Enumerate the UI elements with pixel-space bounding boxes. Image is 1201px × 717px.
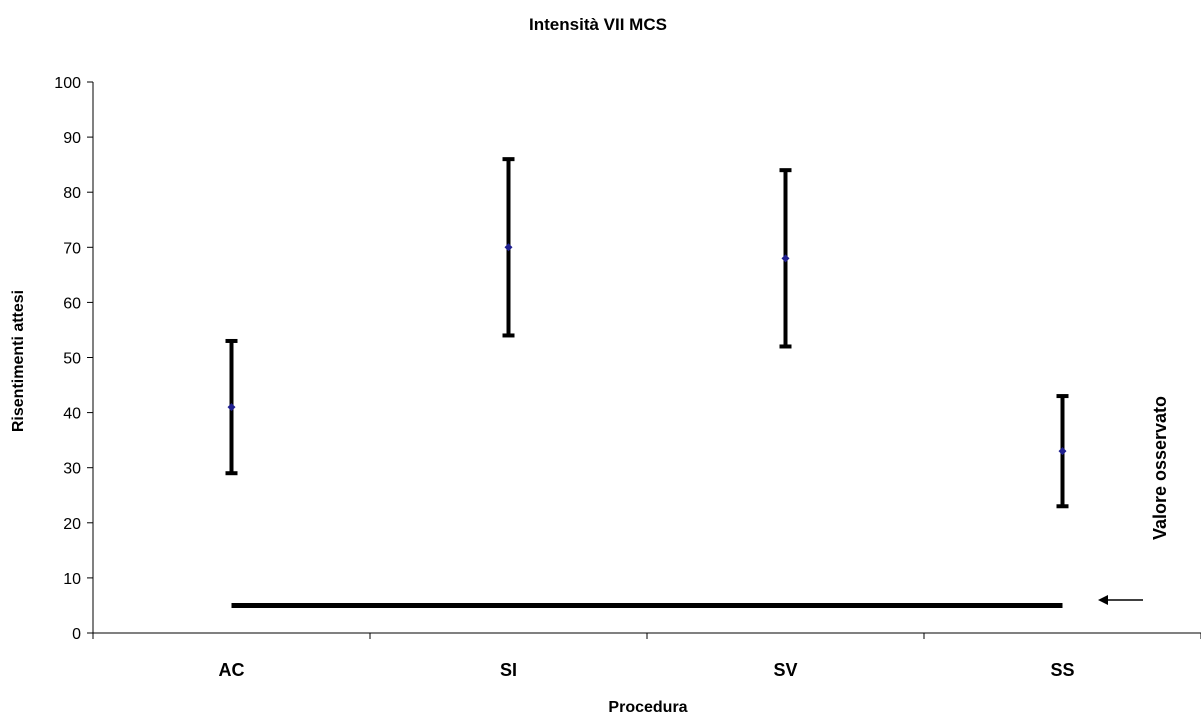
point-sv: [781, 254, 790, 263]
y-tick-label-20: 20: [63, 516, 81, 533]
point-ac: [227, 403, 236, 412]
y-tick-label-30: 30: [63, 461, 81, 478]
x-axis-ticks: AC SI SV SS: [92, 633, 1201, 680]
y-tick-label-70: 70: [63, 240, 81, 257]
y-tick-label-90: 90: [63, 130, 81, 147]
y-tick-label-60: 60: [63, 295, 81, 312]
point-ss: [1058, 447, 1067, 456]
observed-value-annotation: Valore osservato: [1150, 396, 1170, 540]
point-si: [504, 243, 513, 252]
y-tick-label-40: 40: [63, 406, 81, 423]
x-tick-label-si: SI: [500, 660, 517, 680]
y-tick-label-80: 80: [63, 185, 81, 202]
y-tick-label-10: 10: [63, 571, 81, 588]
chart-title: Intensità VII MCS: [529, 15, 667, 34]
x-axis-title: Procedura: [608, 699, 687, 716]
error-bars: [225, 157, 1069, 509]
y-axis-title: Risentimenti attesi: [10, 290, 27, 432]
y-axis-ticks: 0 10 20 30 40 50 60 70 80 90 100: [54, 75, 93, 643]
observed-arrow: [1098, 595, 1143, 605]
y-tick-label-100: 100: [54, 75, 81, 92]
x-tick-label-sv: SV: [773, 660, 797, 680]
y-tick-label-50: 50: [63, 351, 81, 368]
y-tick-label-0: 0: [72, 626, 81, 643]
x-tick-label-ss: SS: [1050, 660, 1074, 680]
x-tick-label-ac: AC: [219, 660, 245, 680]
